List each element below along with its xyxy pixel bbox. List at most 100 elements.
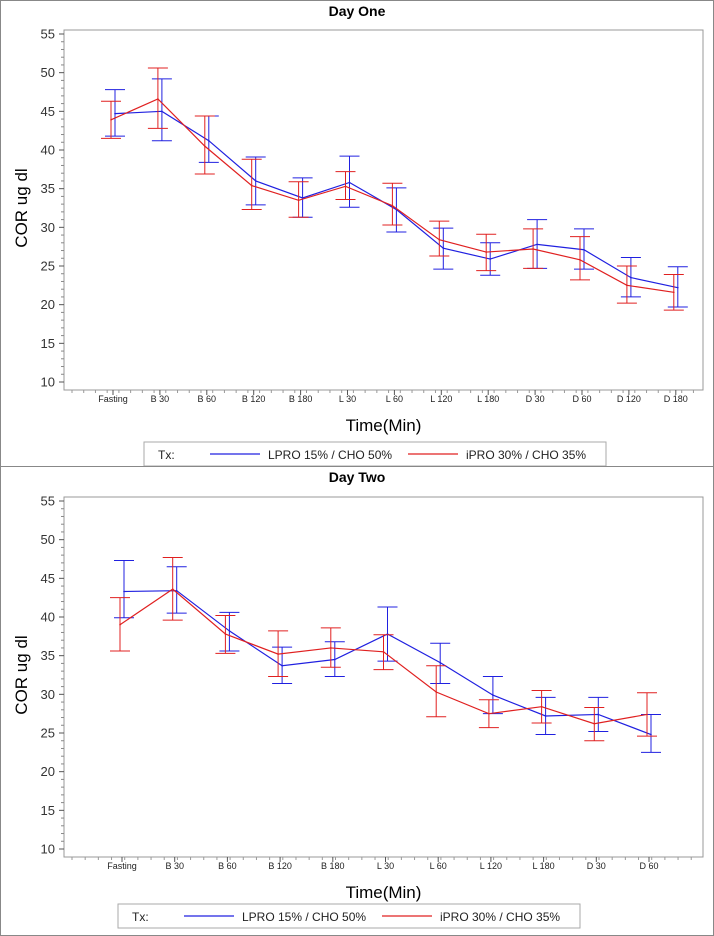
- data-point: [583, 248, 585, 251]
- x-tick-label: B 60: [218, 861, 237, 871]
- data-point: [492, 694, 494, 696]
- x-tick-label: Fasting: [98, 394, 128, 404]
- x-tick-label: B 180: [289, 394, 313, 404]
- y-tick-label: 10: [41, 375, 55, 390]
- x-axis-label: Time(Min): [346, 883, 422, 902]
- data-point: [579, 259, 581, 261]
- y-tick-label: 40: [41, 143, 55, 158]
- y-tick-label: 55: [41, 27, 55, 42]
- data-point: [330, 647, 332, 649]
- data-point: [597, 713, 600, 716]
- x-axis-label: Time(Min): [346, 416, 422, 435]
- data-point: [161, 110, 163, 113]
- y-tick-label: 40: [41, 610, 55, 625]
- data-point: [348, 181, 351, 184]
- legend: Tx: LPRO 15% / CHO 50% iPRO 30% / CHO 35%: [117, 903, 581, 929]
- legend-entry: iPRO 30% / CHO 35%: [440, 910, 560, 924]
- data-point: [630, 276, 632, 279]
- y-tick-label: 10: [41, 842, 55, 857]
- y-tick-label: 30: [41, 220, 55, 235]
- legend-entry: iPRO 30% / CHO 35%: [466, 448, 586, 462]
- chart-title: Day Two: [329, 469, 386, 485]
- x-tick-label: B 30: [151, 394, 170, 404]
- data-point: [382, 651, 385, 653]
- x-tick-label: L 60: [386, 394, 403, 404]
- data-point: [438, 238, 441, 241]
- x-tick-label: L 120: [480, 861, 502, 871]
- data-point: [626, 284, 628, 287]
- series-ipro: [110, 556, 657, 742]
- legend-entry: LPRO 15% / CHO 50%: [268, 448, 392, 462]
- legend-title: Tx:: [158, 448, 175, 462]
- data-point: [489, 258, 492, 260]
- y-tick-label: 50: [41, 65, 55, 80]
- x-tick-label: L 180: [532, 861, 554, 871]
- x-tick-label: L 180: [477, 394, 499, 404]
- y-tick-label: 35: [41, 648, 55, 663]
- x-tick-label: L 120: [430, 394, 452, 404]
- x-tick-label: B 30: [165, 861, 184, 871]
- plot-frame: [63, 29, 704, 391]
- data-point: [204, 145, 206, 147]
- legend-title: Tx:: [132, 910, 149, 924]
- series-lpro: [114, 560, 661, 753]
- series-lpro: [105, 78, 688, 308]
- x-tick-label: D 30: [587, 861, 606, 871]
- data-point: [439, 661, 442, 664]
- data-point: [175, 589, 178, 592]
- x-tick-label: D 120: [617, 394, 641, 404]
- x-tick-label: B 180: [321, 861, 345, 871]
- data-point: [157, 98, 159, 100]
- data-point: [435, 691, 438, 693]
- data-point: [485, 251, 488, 253]
- y-tick-label: 15: [41, 336, 55, 351]
- data-point: [532, 248, 534, 250]
- day-two-panel: Day Two 10 15 20 25 30 35 40 45 50 55 COR ug dl Fast…: [0, 466, 714, 936]
- x-tick-label: Fasting: [107, 861, 137, 871]
- data-point: [344, 185, 347, 188]
- data-point: [208, 139, 210, 142]
- y-axis-label: COR ug dl: [12, 168, 31, 247]
- y-tick-label: 30: [41, 687, 55, 702]
- data-point: [544, 715, 547, 717]
- data-point: [123, 590, 125, 593]
- y-tick-label: 25: [41, 726, 55, 741]
- legend-entry: LPRO 15% / CHO 50%: [242, 910, 366, 924]
- x-tick-label: D 60: [639, 861, 658, 871]
- day-one-panel: Day One 10 15 20 25 30 35 40 45 50 55 COR ug dl Fast…: [0, 0, 714, 467]
- data-point: [171, 588, 174, 590]
- plot-frame: [63, 496, 704, 858]
- data-point: [277, 653, 279, 655]
- data-point: [334, 658, 336, 661]
- data-point: [536, 243, 538, 246]
- x-tick-label: L 30: [339, 394, 356, 404]
- data-point: [391, 204, 394, 207]
- x-tick-label: D 180: [664, 394, 688, 404]
- y-axis-label: COR ug dl: [12, 635, 31, 714]
- data-point: [281, 664, 283, 667]
- data-point: [540, 705, 543, 708]
- data-point: [646, 713, 648, 716]
- data-point: [442, 247, 445, 250]
- day-two-chart: Day Two 10 15 20 25 30 35 40 45 50 55 COR ug dl Fast…: [12, 469, 704, 929]
- data-point: [593, 722, 596, 725]
- chart-title: Day One: [329, 3, 386, 19]
- y-tick-label: 15: [41, 803, 55, 818]
- x-tick-label: L 60: [430, 861, 447, 871]
- y-tick-label: 35: [41, 181, 55, 196]
- data-point: [228, 630, 231, 632]
- y-tick-label: 55: [41, 494, 55, 509]
- data-point: [677, 286, 679, 289]
- x-tick-label: D 30: [526, 394, 545, 404]
- x-tick-label: B 120: [242, 394, 266, 404]
- series-ipro: [101, 67, 684, 311]
- y-tick-label: 20: [41, 764, 55, 779]
- data-point: [673, 291, 675, 294]
- data-point: [488, 712, 490, 715]
- y-tick-label: 45: [41, 571, 55, 586]
- y-tick-label: 50: [41, 532, 55, 547]
- data-point: [110, 119, 112, 121]
- x-tick-label: B 60: [198, 394, 217, 404]
- data-point: [254, 180, 257, 182]
- legend: Tx: LPRO 15% / CHO 50% iPRO 30% / CHO 35%: [143, 441, 607, 466]
